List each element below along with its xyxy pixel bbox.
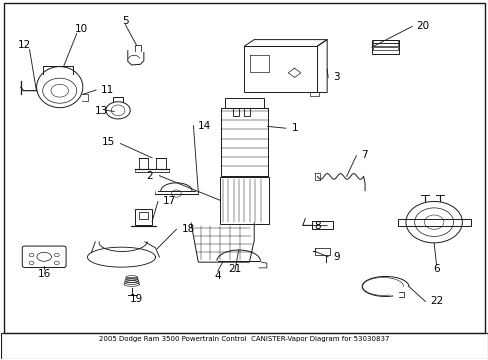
Text: 1: 1 [291,123,298,133]
Bar [138,212,148,219]
Text: 4: 4 [214,271,221,281]
Bar [221,108,267,176]
Bar [397,219,469,226]
Text: 10: 10 [75,24,88,34]
Text: 21: 21 [228,264,241,274]
Text: 5: 5 [122,16,128,26]
Text: 8: 8 [314,221,321,231]
Bar [311,221,332,229]
Text: 17: 17 [163,196,176,206]
Bar [371,40,398,54]
Text: 20: 20 [416,21,429,31]
Text: 11: 11 [101,85,114,95]
Text: 14: 14 [198,121,211,131]
Text: 9: 9 [332,252,339,262]
Bar [138,158,148,168]
Text: 2005 Dodge Ram 3500 Powertrain Control  CANISTER-Vapor Diagram for 53030837: 2005 Dodge Ram 3500 Powertrain Control C… [99,336,389,342]
Text: 12: 12 [18,40,31,50]
Bar [372,43,397,46]
Text: 16: 16 [38,269,51,279]
Bar [225,98,263,108]
Text: 7: 7 [361,150,367,160]
Bar [1,333,487,359]
Bar [220,177,268,224]
Text: 18: 18 [182,224,195,234]
Bar [309,93,318,96]
Text: 2: 2 [146,171,153,181]
Text: 6: 6 [432,264,439,274]
Bar [372,47,397,50]
Bar [134,209,152,225]
Bar [372,40,397,43]
Text: 13: 13 [95,107,108,116]
Text: 19: 19 [130,294,143,304]
Bar [156,158,165,168]
Bar [244,108,249,116]
Text: 22: 22 [429,296,443,306]
Text: 3: 3 [333,72,340,82]
Text: 15: 15 [102,138,115,148]
Bar [232,108,238,116]
